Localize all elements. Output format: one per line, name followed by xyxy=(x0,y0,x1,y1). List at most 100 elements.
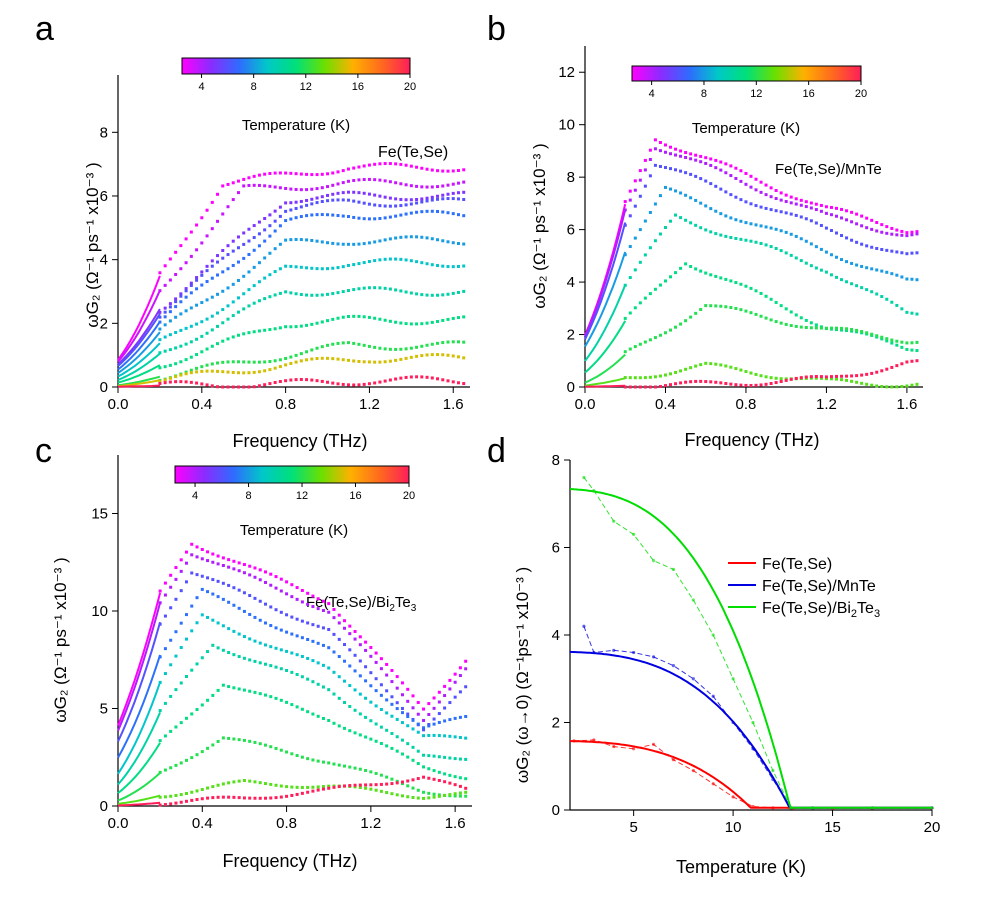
panel-c-data-point xyxy=(285,668,289,672)
panel-c-fit-line-T13 xyxy=(117,794,161,805)
panel-c-data-point xyxy=(237,655,241,659)
panel-a-xlabel: Frequency (THz) xyxy=(232,431,367,451)
panel-c-data-point xyxy=(274,665,278,669)
panel-a-data-point xyxy=(195,287,199,291)
panel-d-chart: Temperature (K) ωG₂ (ω→0) (Ω⁻¹ps⁻¹ x10⁻³… xyxy=(513,452,940,877)
panel-c-data-point xyxy=(174,763,178,767)
panel-c-data-point xyxy=(458,791,462,795)
panel-b-data-point xyxy=(759,180,763,184)
panel-d-data-point xyxy=(771,806,775,810)
panel-a-data-point xyxy=(341,181,345,185)
panel-b-data-point xyxy=(699,160,703,164)
panel-c-data-point xyxy=(295,785,299,789)
panel-a-data-point xyxy=(331,357,335,361)
panel-a-data-point xyxy=(174,375,178,379)
panel-c-data-point xyxy=(458,674,462,678)
panel-c-data-point xyxy=(369,684,373,688)
panel-c-data-point xyxy=(174,794,178,798)
panel-a-data-point xyxy=(441,341,445,345)
panel-b-data-point xyxy=(784,322,788,326)
panel-c-data-point xyxy=(179,793,183,797)
panel-a-data-point xyxy=(163,335,167,339)
panel-c-data-point xyxy=(306,757,310,761)
panel-c-data-point xyxy=(206,550,210,554)
panel-c-data-point xyxy=(285,649,289,653)
panel-a-data-point xyxy=(315,379,319,383)
panel-c-data-point xyxy=(158,589,162,593)
panel-a-data-point xyxy=(436,319,440,323)
panel-a-data-point xyxy=(420,322,424,326)
panel-a-data-point xyxy=(210,369,214,373)
panel-a-data-point xyxy=(278,326,282,330)
panel-c-data-point xyxy=(237,779,241,783)
panel-b-data-point xyxy=(719,212,723,216)
panel-b-data-point xyxy=(694,364,698,368)
panel-b-data-point xyxy=(875,268,879,272)
panel-a-data-point xyxy=(326,319,330,323)
panel-b-data-point xyxy=(739,198,743,202)
panel-c-data-point xyxy=(195,545,199,549)
panel-b-data-point xyxy=(910,348,914,352)
panel-b-data-point xyxy=(658,283,662,287)
panel-a-data-point xyxy=(216,192,220,196)
panel-b-fit-line-T6 xyxy=(584,222,627,340)
panel-c-data-point xyxy=(369,671,373,675)
panel-b-data-point xyxy=(885,231,889,235)
panel-c-data-point xyxy=(158,709,162,713)
panel-a-data-point xyxy=(373,193,377,197)
panel-b-data-point xyxy=(764,375,768,379)
panel-b-data-point xyxy=(669,145,673,149)
panel-a-data-point xyxy=(221,212,225,216)
panel-a-fit-line-T6 xyxy=(117,313,161,367)
panel-c-data-point xyxy=(327,718,331,722)
panel-a-data-point xyxy=(168,278,172,282)
panel-b-data-point xyxy=(845,327,849,331)
panel-c-data-point xyxy=(285,580,289,584)
panel-d-data-point xyxy=(572,739,576,743)
panel-c-data-point xyxy=(379,773,383,777)
panel-b-data-point xyxy=(840,258,844,262)
panel-c-data-point xyxy=(427,776,431,780)
panel-b-chart: Fe(Te,Se)/MnTe Frequency (THz) ωG₂ (Ω⁻¹ … xyxy=(530,46,923,450)
panel-b-data-point xyxy=(729,365,733,369)
panel-b-data-point xyxy=(875,292,879,296)
panel-c-data-point xyxy=(248,689,252,693)
panel-c-data-point xyxy=(232,567,236,571)
panel-a-data-point xyxy=(336,198,340,202)
panel-b-dotted-series-T11 xyxy=(623,262,919,353)
panel-a-data-point xyxy=(320,199,324,203)
panel-c-data-point xyxy=(390,668,394,672)
panel-b-data-point xyxy=(744,200,748,204)
panel-c-data-point xyxy=(232,603,236,607)
panel-b-data-point xyxy=(663,185,667,189)
panel-b-data-point xyxy=(890,249,894,253)
panel-a-data-point xyxy=(158,381,162,385)
panel-a-data-point xyxy=(195,223,199,227)
panel-c-data-point xyxy=(311,594,315,598)
panel-a-data-point xyxy=(362,261,366,265)
panel-a-data-point xyxy=(257,220,261,224)
panel-b-data-point xyxy=(684,380,688,384)
panel-b-data-point xyxy=(880,369,884,373)
panel-a-data-point xyxy=(278,267,282,271)
panel-c-data-point xyxy=(232,629,236,633)
panel-a-data-point xyxy=(456,355,460,359)
panel-d-data-point xyxy=(671,758,676,762)
panel-c-y-tick-label: 5 xyxy=(100,701,108,718)
panel-c-data-point xyxy=(395,701,399,705)
panel-b-dotted-series-T10 xyxy=(623,213,919,316)
panel-b-data-point xyxy=(623,385,627,389)
panel-c-data-point xyxy=(258,692,262,696)
panel-a-data-point xyxy=(430,353,434,357)
panel-a-data-point xyxy=(346,190,350,194)
panel-b-y-tick-label: 2 xyxy=(567,327,575,344)
panel-c-data-point xyxy=(200,613,204,617)
panel-a-data-point xyxy=(289,208,293,212)
panel-a-data-point xyxy=(263,360,267,364)
panel-c-data-point xyxy=(248,594,252,598)
panel-b-data-point xyxy=(799,259,803,263)
panel-c-data-point xyxy=(253,566,257,570)
panel-c-data-point xyxy=(364,783,368,787)
panel-b-data-point xyxy=(679,216,683,220)
panel-a-data-point xyxy=(409,235,413,239)
